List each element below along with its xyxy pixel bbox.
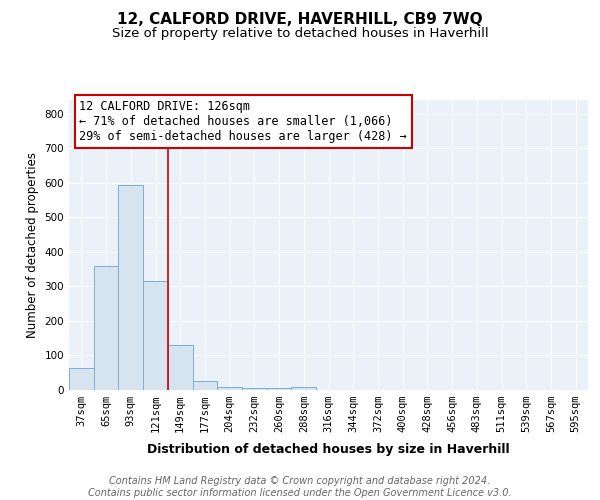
- Bar: [242, 388, 267, 390]
- Text: 12, CALFORD DRIVE, HAVERHILL, CB9 7WQ: 12, CALFORD DRIVE, HAVERHILL, CB9 7WQ: [117, 12, 483, 28]
- Y-axis label: Number of detached properties: Number of detached properties: [26, 152, 39, 338]
- Bar: [69, 368, 94, 390]
- Bar: [143, 281, 168, 390]
- Text: Contains HM Land Registry data © Crown copyright and database right 2024.
Contai: Contains HM Land Registry data © Crown c…: [88, 476, 512, 498]
- Bar: [217, 386, 242, 390]
- Bar: [118, 184, 143, 390]
- Bar: [193, 380, 217, 390]
- Bar: [94, 266, 118, 390]
- Text: 12 CALFORD DRIVE: 126sqm
← 71% of detached houses are smaller (1,066)
29% of sem: 12 CALFORD DRIVE: 126sqm ← 71% of detach…: [79, 100, 407, 143]
- X-axis label: Distribution of detached houses by size in Haverhill: Distribution of detached houses by size …: [147, 444, 510, 456]
- Text: Size of property relative to detached houses in Haverhill: Size of property relative to detached ho…: [112, 28, 488, 40]
- Bar: [267, 388, 292, 390]
- Bar: [292, 387, 316, 390]
- Bar: [168, 345, 193, 390]
